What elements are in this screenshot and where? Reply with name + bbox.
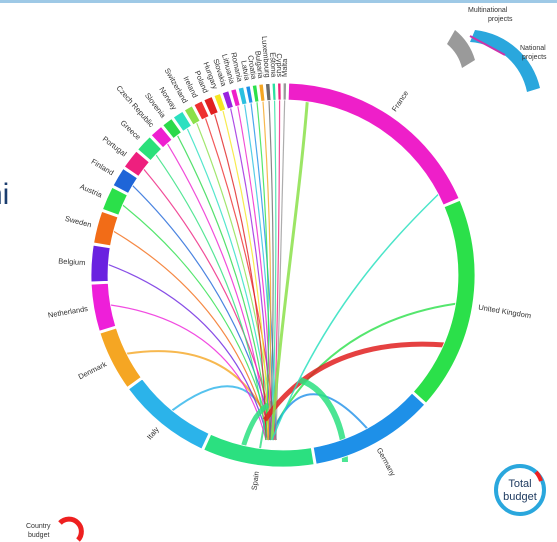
label-luxembourg: Luxembourg bbox=[260, 36, 272, 78]
arc-norway bbox=[172, 110, 192, 132]
label-estonia: Estonia bbox=[268, 52, 278, 78]
label-greece: Greece bbox=[119, 118, 143, 141]
label-latvia: Latvia bbox=[239, 60, 252, 82]
arc-portugal bbox=[123, 150, 150, 177]
label-spain: Spain bbox=[250, 471, 261, 491]
arc-slovakia bbox=[221, 90, 234, 110]
arc-latvia bbox=[245, 85, 254, 104]
label-netherlands: Netherlands bbox=[47, 304, 89, 320]
chord-austria bbox=[122, 204, 273, 441]
arc-italy bbox=[128, 378, 210, 450]
chord-belgium bbox=[108, 263, 269, 441]
label-portugal: Portugal bbox=[101, 134, 129, 158]
country-arcs bbox=[90, 82, 476, 468]
legend-multinational-label-1: Multinational bbox=[468, 7, 508, 14]
chord-uk-teal bbox=[271, 184, 449, 441]
label-austria: Austria bbox=[79, 182, 105, 200]
arc-czech-republic bbox=[150, 126, 173, 149]
chord-malta bbox=[275, 99, 286, 441]
arc-switzerland bbox=[183, 105, 201, 126]
arc-croatia bbox=[251, 84, 260, 103]
chord-luxembourg bbox=[268, 100, 274, 441]
label-belgium: Belgium bbox=[58, 256, 86, 267]
legend-multinational-label-2: projects bbox=[488, 16, 513, 23]
arc-romania bbox=[237, 86, 248, 106]
arc-sweden bbox=[93, 210, 119, 247]
legend-national-label-2: projects bbox=[522, 54, 547, 61]
arc-netherlands bbox=[90, 282, 117, 332]
total-budget-ring bbox=[494, 464, 546, 516]
label-cyprus: Cyprus bbox=[275, 53, 284, 77]
label-finland: Finland bbox=[90, 157, 116, 177]
chord-germany bbox=[269, 393, 368, 441]
legend-divider-line bbox=[469, 35, 506, 56]
arc-bulgaria bbox=[258, 83, 266, 102]
label-sweden: Sweden bbox=[64, 214, 92, 229]
total-budget-accent bbox=[534, 470, 543, 482]
arc-germany bbox=[312, 392, 426, 465]
arc-malta bbox=[282, 82, 287, 101]
arc-lithuania bbox=[230, 88, 241, 108]
total-budget-badge: Total budget bbox=[494, 464, 546, 516]
chord-sweden bbox=[113, 230, 271, 441]
arc-luxembourg bbox=[265, 83, 272, 102]
label-malta: Malta bbox=[280, 58, 289, 77]
arc-cyprus bbox=[277, 82, 282, 101]
label-denmark: Denmark bbox=[77, 359, 108, 381]
header-divider bbox=[0, 0, 557, 3]
arc-denmark bbox=[99, 327, 142, 388]
chord-czech-republic bbox=[166, 143, 269, 441]
chord-france-main bbox=[270, 91, 310, 441]
chord-croatia bbox=[256, 101, 270, 441]
label-bulgaria: Bulgaria bbox=[253, 50, 265, 79]
legend-national-band bbox=[470, 30, 540, 92]
arc-austria bbox=[102, 186, 128, 216]
legend-multinational-national: Multinational projects National projects bbox=[447, 7, 547, 92]
arc-france bbox=[287, 82, 460, 206]
chord-hungary bbox=[222, 110, 269, 441]
arc-belgium bbox=[90, 244, 111, 283]
arc-poland bbox=[203, 96, 219, 117]
chord-bulgaria bbox=[262, 101, 272, 441]
chord-links bbox=[108, 91, 456, 463]
legend-national-label-1: National bbox=[520, 45, 546, 52]
arc-greece bbox=[137, 136, 163, 162]
chord-lithuania bbox=[237, 105, 273, 441]
arc-finland bbox=[112, 168, 138, 194]
legend-country-arc bbox=[58, 516, 84, 542]
chord-estonia bbox=[271, 100, 277, 441]
chord-united-kingdom bbox=[267, 302, 456, 441]
arc-hungary bbox=[213, 93, 227, 113]
chord-romania bbox=[243, 104, 275, 441]
chord-germany-red bbox=[262, 341, 446, 422]
total-budget-label-1: Total bbox=[508, 478, 531, 490]
chord-poland bbox=[213, 113, 267, 441]
legend-country-label-2: budget bbox=[28, 532, 49, 539]
chord-slovakia bbox=[229, 107, 271, 441]
legend-country-label-1: Country bbox=[26, 523, 51, 530]
arc-slovenia bbox=[162, 118, 182, 140]
partial-heading: ni bbox=[0, 178, 10, 211]
label-italy: Italy bbox=[145, 425, 161, 442]
label-france: France bbox=[390, 89, 411, 113]
label-united-kingdom: United Kingdom bbox=[478, 303, 532, 321]
arc-spain bbox=[203, 433, 315, 468]
label-germany: Germany bbox=[375, 446, 398, 478]
legend-multinational-band bbox=[447, 30, 475, 68]
chord-greece bbox=[155, 154, 267, 441]
label-croatia: Croatia bbox=[246, 55, 259, 81]
legend-country-budget: Country budget bbox=[26, 516, 84, 542]
arc-united-kingdom bbox=[412, 199, 476, 404]
arc-ireland bbox=[193, 100, 210, 121]
arc-estonia bbox=[271, 82, 277, 101]
total-budget-label-2: budget bbox=[503, 491, 537, 503]
